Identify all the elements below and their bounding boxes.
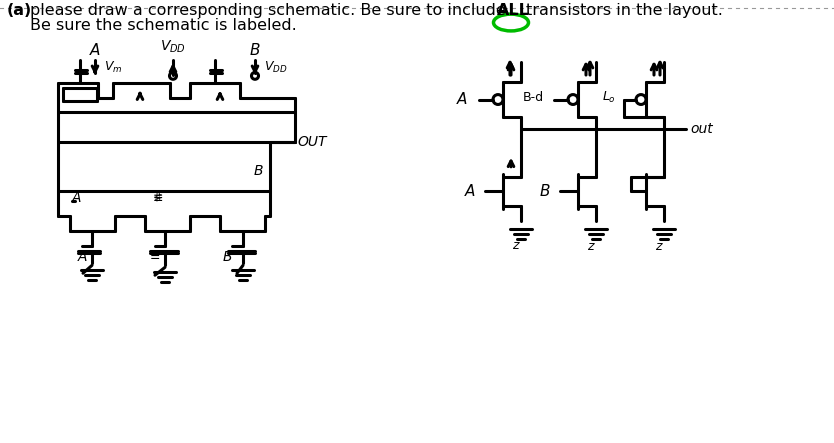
Text: z: z	[587, 240, 593, 253]
Text: please draw a corresponding schematic. Be sure to include: please draw a corresponding schematic. B…	[30, 3, 511, 18]
Text: A: A	[78, 249, 87, 264]
Text: $L_o$: $L_o$	[602, 90, 616, 105]
Text: $V_{DD}$: $V_{DD}$	[160, 39, 186, 55]
Text: Be sure the schematic is labeled.: Be sure the schematic is labeled.	[30, 19, 297, 33]
Text: z: z	[655, 240, 661, 253]
Text: B: B	[249, 43, 260, 58]
Text: out: out	[690, 122, 713, 136]
Text: A: A	[457, 92, 467, 107]
Text: ≡: ≡	[153, 192, 163, 205]
Text: $V_{DD}$: $V_{DD}$	[264, 59, 288, 74]
Text: ALL: ALL	[497, 3, 530, 18]
Text: #: #	[152, 192, 163, 204]
Text: B: B	[540, 184, 550, 199]
Text: A: A	[465, 184, 475, 199]
Text: B-d: B-d	[523, 91, 544, 104]
Text: A: A	[72, 191, 82, 205]
Text: B: B	[223, 249, 232, 264]
Text: transistors in the layout.: transistors in the layout.	[526, 3, 723, 18]
Text: OUT: OUT	[297, 135, 326, 149]
Text: ≡: ≡	[150, 249, 160, 263]
Text: $V_m$: $V_m$	[104, 59, 123, 74]
Text: (a): (a)	[7, 3, 33, 18]
Text: B: B	[254, 163, 264, 178]
Text: A: A	[90, 43, 100, 58]
Text: z: z	[512, 239, 518, 252]
